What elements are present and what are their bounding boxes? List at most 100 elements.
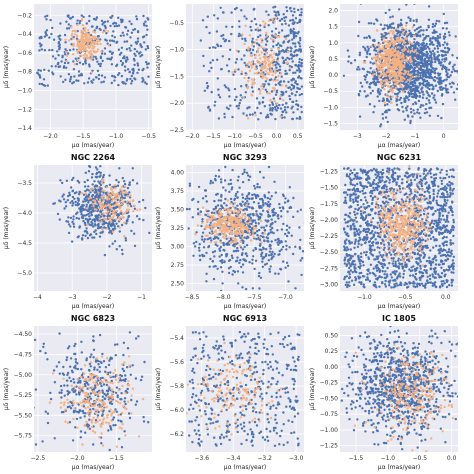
- member-star-point: [436, 47, 440, 50]
- member-star-point: [412, 19, 415, 22]
- nonmember-star-point: [254, 67, 257, 71]
- member-star-point: [254, 259, 258, 262]
- member-star-point: [298, 69, 301, 72]
- member-star-point: [84, 217, 88, 221]
- nonmember-star-point: [246, 117, 250, 120]
- member-star-point: [280, 29, 284, 32]
- member-star-point: [425, 82, 429, 85]
- member-star-point: [38, 42, 42, 45]
- member-star-point: [251, 40, 254, 43]
- member-star-point: [267, 219, 270, 223]
- member-star-point: [57, 54, 60, 57]
- member-star-point: [287, 80, 290, 84]
- nonmember-star-point: [409, 56, 412, 60]
- member-star-point: [291, 38, 294, 41]
- member-star-point: [279, 97, 282, 100]
- member-star-point: [292, 215, 295, 219]
- member-star-point: [462, 44, 464, 46]
- nonmember-star-point: [410, 60, 414, 63]
- member-star-point: [211, 59, 215, 62]
- member-star-point: [201, 231, 205, 234]
- nonmember-star-point: [249, 63, 253, 66]
- nonmember-star-point: [267, 208, 270, 212]
- member-star-point: [276, 229, 279, 232]
- nonmember-star-point: [218, 216, 221, 220]
- member-star-point: [116, 73, 120, 77]
- nonmember-star-point: [218, 211, 221, 214]
- member-star-point: [275, 104, 278, 108]
- member-star-point: [99, 64, 102, 68]
- member-star-point: [228, 95, 231, 98]
- member-star-point: [132, 67, 135, 71]
- nonmember-star-point: [115, 218, 118, 221]
- member-star-point: [294, 245, 297, 248]
- member-star-point: [69, 77, 72, 81]
- member-star-point: [72, 202, 75, 205]
- member-star-point: [245, 114, 248, 117]
- member-star-point: [116, 198, 119, 202]
- member-star-point: [245, 17, 248, 20]
- member-star-point: [70, 240, 74, 243]
- nonmember-star-point: [385, 48, 388, 52]
- nonmember-star-point: [76, 39, 79, 42]
- member-star-point: [114, 22, 118, 25]
- nonmember-star-point: [241, 33, 244, 36]
- nonmember-star-point: [392, 49, 396, 52]
- member-star-point: [290, 79, 293, 82]
- nonmember-star-point: [401, 76, 404, 79]
- member-star-point: [253, 219, 256, 222]
- x-tick-label: −2.0: [43, 133, 58, 140]
- nonmember-star-point: [104, 204, 107, 207]
- nonmember-star-point: [261, 60, 264, 64]
- member-star-point: [266, 233, 270, 236]
- member-star-point: [414, 46, 417, 49]
- member-star-point: [300, 92, 304, 96]
- member-star-point: [369, 67, 372, 70]
- member-star-point: [277, 272, 280, 275]
- member-star-point: [67, 61, 70, 65]
- member-star-point: [389, 46, 392, 49]
- member-star-point: [397, 92, 400, 95]
- member-star-point: [277, 42, 280, 45]
- member-star-point: [270, 222, 273, 226]
- nonmember-star-point: [404, 28, 408, 31]
- member-star-point: [110, 203, 113, 206]
- member-star-point: [412, 92, 415, 96]
- nonmember-star-point: [204, 225, 208, 228]
- nonmember-star-point: [86, 38, 89, 41]
- member-star-point: [434, 37, 438, 40]
- member-star-point: [205, 280, 208, 283]
- nonmember-star-point: [389, 87, 393, 90]
- nonmember-star-point: [115, 203, 118, 206]
- nonmember-star-point: [250, 60, 254, 64]
- member-star-point: [130, 82, 133, 85]
- member-star-point: [99, 210, 102, 213]
- member-star-point: [399, 96, 403, 100]
- member-star-point: [221, 206, 224, 210]
- member-star-point: [218, 249, 222, 252]
- nonmember-star-point: [377, 70, 380, 73]
- nonmember-star-point: [254, 54, 257, 57]
- scatter-points: [199, 5, 304, 121]
- nonmember-star-point: [263, 232, 266, 235]
- nonmember-star-point: [82, 44, 86, 47]
- member-star-point: [282, 260, 285, 263]
- member-star-point: [417, 99, 421, 103]
- member-star-point: [103, 253, 107, 257]
- nonmember-star-point: [65, 54, 69, 57]
- member-star-point: [425, 61, 428, 64]
- nonmember-star-point: [388, 68, 391, 72]
- member-star-point: [146, 17, 149, 20]
- nonmember-star-point: [403, 65, 406, 68]
- member-star-point: [130, 74, 133, 78]
- nonmember-star-point: [219, 209, 222, 212]
- member-star-point: [231, 211, 234, 215]
- member-star-point: [266, 204, 270, 208]
- member-star-point: [416, 108, 419, 111]
- member-star-point: [373, 82, 376, 86]
- member-star-point: [88, 204, 92, 207]
- member-star-point: [221, 282, 224, 285]
- member-star-point: [410, 52, 413, 56]
- member-star-point: [104, 192, 108, 195]
- member-star-point: [297, 67, 301, 70]
